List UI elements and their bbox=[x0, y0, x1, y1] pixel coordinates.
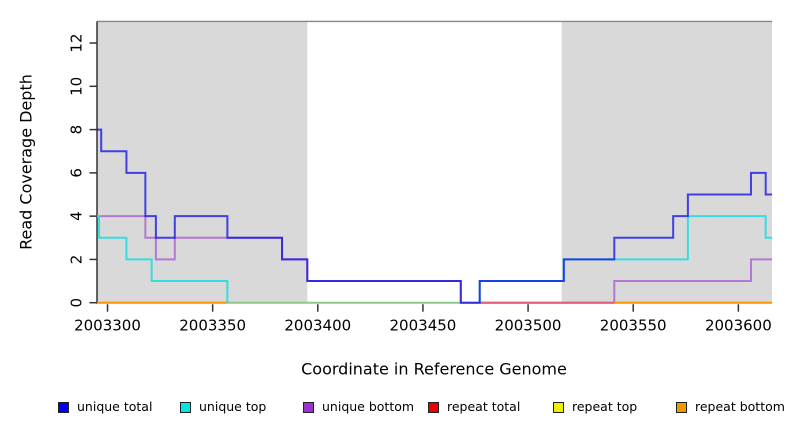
y-tick-label: 12 bbox=[67, 33, 85, 52]
y-tick-label: 6 bbox=[67, 168, 85, 178]
series-line-unique-top bbox=[97, 215, 229, 303]
x-tick-label: 2003350 bbox=[179, 317, 246, 335]
y-tick-label: 0 bbox=[67, 298, 85, 308]
y-tick-label: 2 bbox=[67, 255, 85, 265]
shaded-region-right bbox=[561, 21, 772, 303]
x-tick-label: 2003400 bbox=[284, 317, 351, 335]
x-tick-label: 2003450 bbox=[390, 317, 457, 335]
y-tick-label: 8 bbox=[67, 125, 85, 135]
x-tick-label: 2003600 bbox=[705, 317, 772, 335]
shaded-region-left bbox=[97, 21, 308, 303]
x-tick-label: 2003300 bbox=[74, 317, 141, 335]
y-tick-label: 10 bbox=[67, 77, 85, 96]
y-tick-label: 4 bbox=[67, 211, 85, 221]
x-axis-title: Coordinate in Reference Genome bbox=[301, 359, 567, 379]
y-axis-title: Read Coverage Depth bbox=[16, 74, 36, 250]
series-line-unique-total bbox=[97, 128, 772, 304]
x-tick-label: 2003550 bbox=[600, 317, 667, 335]
x-tick-label: 2003500 bbox=[495, 317, 562, 335]
